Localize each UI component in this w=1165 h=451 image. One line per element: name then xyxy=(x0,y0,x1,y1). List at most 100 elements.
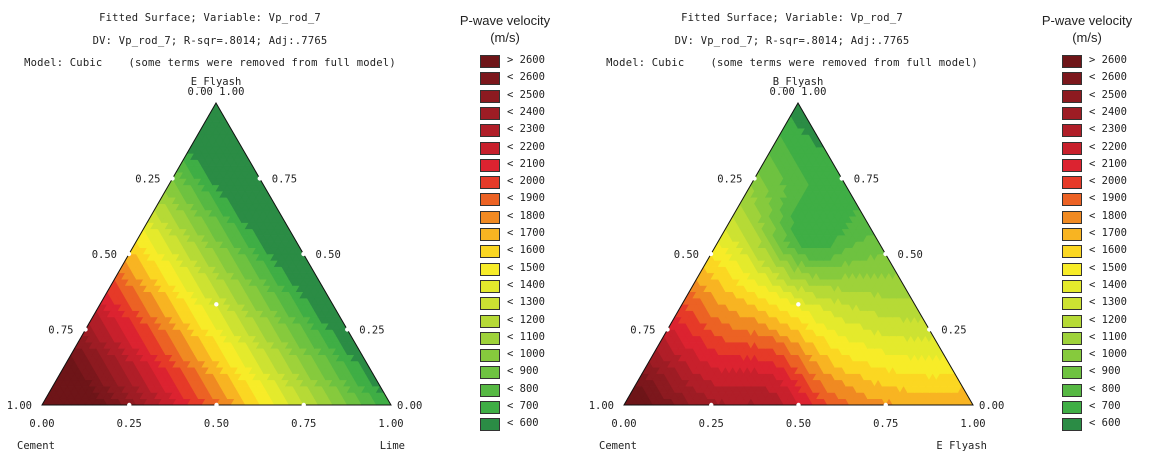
legend-swatch xyxy=(1062,349,1082,363)
legend-item: < 1800 xyxy=(480,209,590,225)
legend-label: < 1400 xyxy=(1089,278,1127,291)
legend-item: < 900 xyxy=(1062,365,1165,380)
bottom-tick-label: 0.50 xyxy=(204,418,229,430)
legend-item: < 2300 xyxy=(1062,123,1165,138)
edge-marker xyxy=(83,327,88,332)
legend-label: < 1100 xyxy=(507,330,545,343)
legend-item: < 2600 xyxy=(480,71,590,86)
legend-swatch xyxy=(480,158,500,172)
legend-label: < 2100 xyxy=(507,157,545,170)
legend-swatch xyxy=(1062,314,1082,328)
edge-marker xyxy=(301,402,306,408)
legend-item: < 900 xyxy=(480,365,590,380)
left-tick-label: 0.75 xyxy=(630,325,655,337)
ternary-plot: 0.00 0.25 0.50 0.75 1.000.250.500.750.750.50… xyxy=(7,76,423,451)
edge-marker xyxy=(214,402,219,408)
left-tick-label: 0.75 xyxy=(48,325,73,337)
left-vertex-label: 1.00 xyxy=(589,400,614,412)
legend-label: > 2600 xyxy=(1089,54,1127,66)
legend-swatch xyxy=(480,193,500,207)
edge-marker xyxy=(214,302,219,307)
edge-marker xyxy=(839,176,844,181)
legend-label: < 2400 xyxy=(507,105,545,118)
legend-item: < 2500 xyxy=(1062,89,1165,104)
legend-title-line1: P-wave velocity xyxy=(1041,13,1133,28)
edge-marker xyxy=(796,402,801,408)
right-vertex-label: 0.00 xyxy=(397,400,422,412)
legend-swatch xyxy=(1062,383,1082,397)
legend-item: < 2000 xyxy=(480,175,590,190)
legend-swatch xyxy=(1062,193,1082,207)
legend-label: < 2100 xyxy=(1089,157,1127,170)
edge-marker xyxy=(257,176,262,181)
left-tick-label: 0.50 xyxy=(92,249,117,261)
legend-item: < 2400 xyxy=(480,105,590,121)
legend-item: < 1200 xyxy=(1062,313,1165,329)
legend-swatch xyxy=(1062,228,1082,241)
ternary-plot: 0.00 0.25 0.50 0.75 1.000.250.500.750.750.50… xyxy=(589,76,1005,451)
right-tick-label: 0.25 xyxy=(359,325,384,337)
legend-label: < 2200 xyxy=(1089,140,1127,153)
left-vertex-label: 1.00 xyxy=(7,400,32,412)
legend-swatch xyxy=(1062,176,1082,190)
legend-label: > 2600 xyxy=(507,54,545,66)
legend-label: < 1200 xyxy=(1089,313,1127,326)
legend-item: < 1600 xyxy=(1062,244,1165,259)
chart-subtitle: DV: Vp_rod_7; R-sqr=.8014; Adj:.7765 xyxy=(674,35,910,47)
right-tick-label: 0.50 xyxy=(316,249,341,261)
legend-item: < 800 xyxy=(1062,383,1165,398)
contour-surface xyxy=(623,102,974,406)
legend-item: < 1400 xyxy=(1062,278,1165,294)
legend-item: < 1300 xyxy=(480,296,590,311)
legend-label: < 1800 xyxy=(1089,209,1127,222)
legend-item: < 1600 xyxy=(480,244,590,259)
legend-label: < 700 xyxy=(507,400,539,412)
edge-marker xyxy=(170,176,175,181)
legend-swatch xyxy=(480,55,500,68)
legend-swatch xyxy=(1062,418,1082,432)
legend-label: < 1800 xyxy=(507,209,545,222)
legend-title: P-wave velocity (m/s) xyxy=(1022,12,1152,46)
legend-item: < 700 xyxy=(1062,400,1165,415)
legend-swatch xyxy=(1062,262,1082,276)
legend-item: < 2000 xyxy=(1062,175,1165,190)
legend-label: < 1600 xyxy=(1089,244,1127,257)
edge-markers xyxy=(665,176,932,408)
edge-markers xyxy=(83,176,350,408)
legend-swatch xyxy=(480,228,500,241)
right-vertex-label: 0.00 xyxy=(979,400,1004,412)
legend-item: < 1900 xyxy=(480,192,590,207)
legend-label: < 600 xyxy=(507,417,539,430)
legend-label: < 2300 xyxy=(1089,123,1127,136)
legend-item: < 2400 xyxy=(1062,106,1165,121)
bottom-tick-label: 0.00 xyxy=(29,418,54,430)
left-axis-name: Cement xyxy=(17,440,55,451)
legend-label: < 2600 xyxy=(507,71,545,84)
legend-item: < 2200 xyxy=(480,141,590,156)
right-tick-label: 0.75 xyxy=(854,174,879,186)
legend-label: < 1700 xyxy=(1089,227,1127,239)
bottom-tick-label: 0.75 xyxy=(873,418,898,430)
edge-marker xyxy=(301,251,306,257)
chart-model-note: Model: Cubic (some terms were removed fr… xyxy=(24,57,396,69)
edge-marker xyxy=(126,251,132,257)
bottom-tick-label: 0.75 xyxy=(291,418,316,430)
legend-swatch xyxy=(480,418,500,432)
edge-marker xyxy=(127,402,132,408)
legend-item: > 2600 xyxy=(1062,54,1165,69)
legend-label: < 1500 xyxy=(507,261,545,274)
legend-swatch xyxy=(1062,158,1082,172)
legend-item: < 1500 xyxy=(480,261,590,277)
edge-marker xyxy=(665,327,670,332)
legend-item: < 800 xyxy=(480,383,590,398)
legend-label: < 2300 xyxy=(507,123,545,136)
legend-label: < 600 xyxy=(1089,417,1121,430)
legend-item: < 2300 xyxy=(480,123,590,138)
legend-item: < 1700 xyxy=(480,227,590,242)
legend-swatch xyxy=(480,176,500,190)
right-tick-label: 0.50 xyxy=(898,249,923,261)
legend-swatch xyxy=(480,262,500,276)
top-axis-name: E_Flyash xyxy=(191,76,242,88)
ternary-panel-left: Fitted Surface; Variable: Vp_rod_7 DV: V… xyxy=(0,0,582,451)
chart-title: Fitted Surface; Variable: Vp_rod_7 xyxy=(681,12,903,24)
